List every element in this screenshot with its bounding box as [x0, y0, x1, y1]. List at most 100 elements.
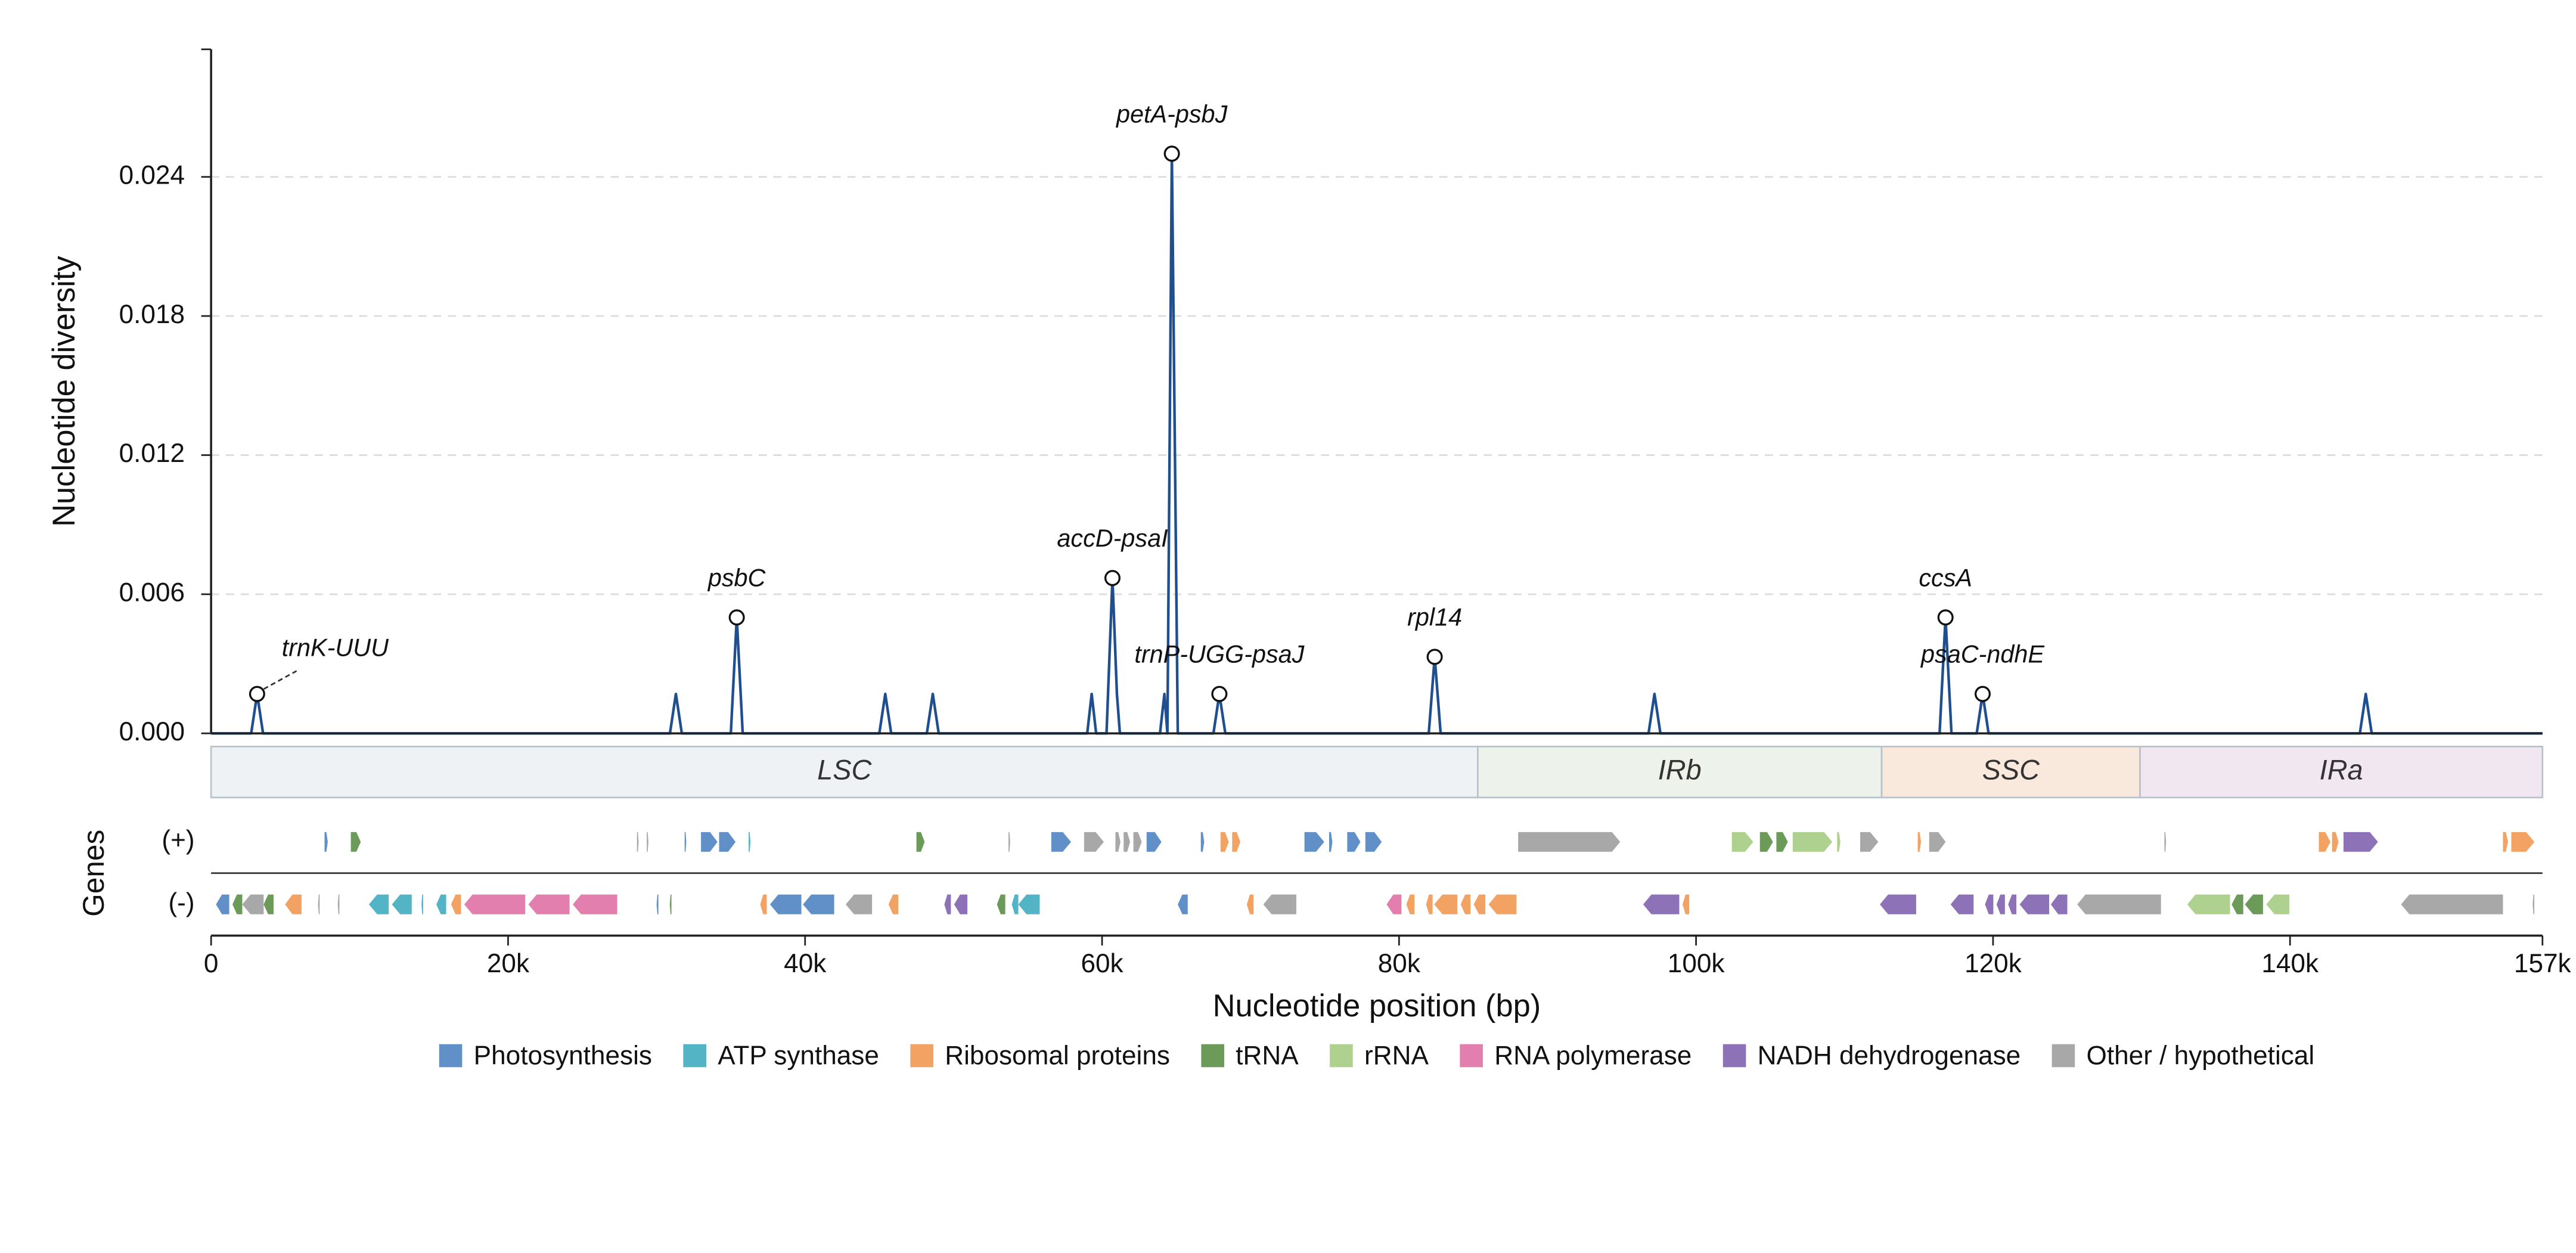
- y-tick-label: 0.024: [119, 160, 185, 190]
- y-tick-label: 0.012: [119, 439, 185, 468]
- peak-marker: [1426, 649, 1443, 665]
- peak-marker: [1211, 686, 1228, 702]
- gene-arrow: [2319, 832, 2330, 852]
- legend-swatch: [2052, 1044, 2075, 1068]
- diversity-line: [211, 152, 2543, 735]
- gene-arrow: [2332, 832, 2339, 852]
- gene-arrow: [2511, 832, 2535, 852]
- gene-arrow: [2187, 894, 2230, 914]
- gene-arrow: [1518, 832, 1621, 852]
- gene-arrow: [684, 832, 687, 852]
- gene-arrow: [1200, 832, 1205, 852]
- peak-label: rpl14: [1407, 603, 1462, 631]
- x-tick-label: 120k: [1964, 949, 2022, 978]
- peak-label: psaC-ndhE: [1920, 641, 2044, 668]
- gene-arrow: [324, 832, 328, 852]
- gene-arrow: [2019, 894, 2050, 914]
- gene-arrow: [1643, 894, 1680, 914]
- gene-arrow: [369, 894, 389, 914]
- legend-label: Ribosomal proteins: [945, 1041, 1170, 1070]
- gene-arrow: [1084, 832, 1104, 852]
- peak-marker: [1163, 145, 1180, 162]
- gene-arrow: [2008, 894, 2017, 914]
- gene-track-title: Genes: [77, 830, 110, 917]
- legend-swatch: [1201, 1044, 1224, 1068]
- legend-label: ATP synthase: [718, 1041, 879, 1070]
- gene-arrow: [1115, 832, 1121, 852]
- gene-arrow: [1347, 832, 1361, 852]
- gene-arrow: [242, 894, 264, 914]
- legend-label: NADH dehydrogenase: [1758, 1041, 2021, 1070]
- label-leader: [263, 670, 297, 690]
- gene-arrow: [285, 894, 302, 914]
- gene-arrow: [1386, 894, 1402, 914]
- region-band: [1477, 745, 1883, 799]
- gene-arrow: [1123, 832, 1131, 852]
- peak-label: trnP-UGG-psaJ: [1134, 641, 1304, 668]
- x-tick-label: 100k: [1668, 949, 1725, 978]
- gene-arrow: [318, 894, 320, 914]
- gene-arrow: [1759, 832, 1773, 852]
- gene-arrow: [1837, 832, 1841, 852]
- gene-arrow: [2164, 832, 2167, 852]
- gene-arrow: [392, 894, 412, 914]
- gene-arrow: [1018, 894, 1040, 914]
- peak-marker: [1104, 570, 1121, 587]
- legend-swatch: [910, 1044, 933, 1068]
- gene-arrow: [451, 894, 461, 914]
- gene-arrow: [232, 894, 243, 914]
- legend-label: Photosynthesis: [474, 1041, 652, 1070]
- x-tick-label: 60k: [1081, 949, 1123, 978]
- gene-arrow: [1008, 832, 1010, 852]
- gene-arrow: [719, 832, 736, 852]
- region-band: [2139, 745, 2544, 799]
- gene-arrow: [916, 832, 925, 852]
- x-axis-label: Nucleotide position (bp): [1213, 989, 1541, 1024]
- legend-swatch: [1460, 1044, 1483, 1068]
- gene-arrow: [1406, 894, 1415, 914]
- gene-arrow: [1929, 832, 1946, 852]
- peak-label: ccsA: [1919, 564, 1972, 591]
- gene-arrow: [656, 894, 659, 914]
- gene-arrow: [803, 894, 834, 914]
- gene-arrow: [760, 894, 767, 914]
- gene-arrow: [1011, 894, 1019, 914]
- gene-arrow: [350, 832, 361, 852]
- gene-arrow: [1246, 894, 1254, 914]
- gene-arrow: [1146, 832, 1162, 852]
- gene-arrow: [1232, 832, 1241, 852]
- gene-arrow: [2343, 832, 2378, 852]
- minus-strand-label: (-): [168, 888, 194, 917]
- gene-arrow: [1473, 894, 1486, 914]
- gene-arrow: [1880, 894, 1916, 914]
- legend-label: RNA polymerase: [1494, 1041, 1692, 1070]
- peak-marker: [249, 686, 265, 702]
- peak-marker: [1937, 609, 1954, 626]
- gene-arrow: [1220, 832, 1229, 852]
- gene-arrow: [637, 832, 639, 852]
- peak-label: psbC: [707, 564, 766, 591]
- gene-arrow: [1304, 832, 1324, 852]
- gene-arrow: [1426, 894, 1433, 914]
- gene-arrow: [1792, 832, 1833, 852]
- peak-marker: [1974, 686, 1991, 702]
- gene-arrow: [464, 894, 526, 914]
- gene-arrow: [2266, 894, 2289, 914]
- gene-arrow: [263, 894, 274, 914]
- peak-label: trnK-UUU: [282, 634, 389, 662]
- legend-label: tRNA: [1236, 1041, 1299, 1070]
- gene-arrow: [1917, 832, 1922, 852]
- gene-arrow: [216, 894, 229, 914]
- region-label: SSC: [1982, 755, 2041, 786]
- gene-arrow: [1682, 894, 1690, 914]
- y-tick-label: 0.018: [119, 300, 185, 329]
- region-band: [210, 745, 1479, 799]
- gene-arrow: [701, 832, 718, 852]
- gene-arrow: [1985, 894, 1994, 914]
- gene-arrow: [2077, 894, 2161, 914]
- gene-arrow: [573, 894, 617, 914]
- gene-arrow: [2532, 894, 2535, 914]
- y-axis-label: Nucleotide diversity: [47, 256, 82, 527]
